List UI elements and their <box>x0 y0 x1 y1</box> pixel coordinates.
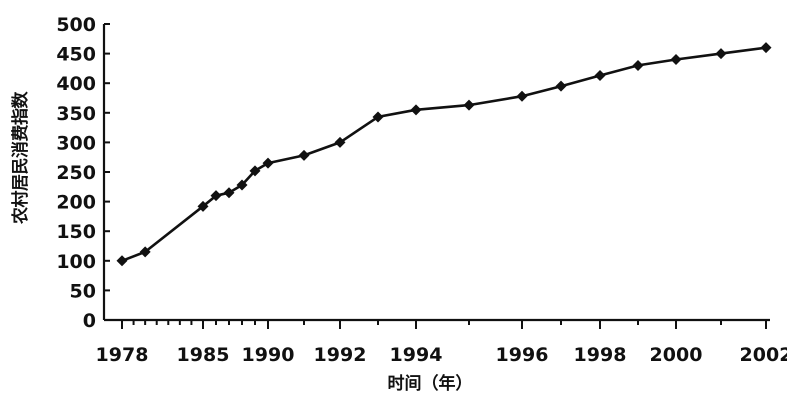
data-point <box>210 190 222 202</box>
data-point <box>116 255 128 267</box>
y-tick-label: 50 <box>70 280 96 302</box>
y-tick-label: 450 <box>56 44 96 66</box>
y-axis-ticks: 0 50 100 150 200 250 300 350 400 450 500 <box>56 14 110 332</box>
y-tick-label: 350 <box>56 103 96 125</box>
x-tick-label: 1994 <box>390 344 443 366</box>
y-tick-label: 150 <box>56 221 96 243</box>
data-point <box>463 99 475 111</box>
data-point <box>410 104 422 116</box>
y-tick-label: 300 <box>56 132 96 154</box>
data-point <box>262 157 274 169</box>
data-point <box>760 42 772 54</box>
data-point <box>298 149 310 161</box>
x-axis-ticks: 1978 1985 1990 1992 1994 1996 1998 2000 2002 <box>96 320 787 366</box>
x-tick-label: 1978 <box>96 344 149 366</box>
y-tick-label: 0 <box>83 310 96 332</box>
data-point-markers <box>116 42 772 267</box>
data-point <box>516 90 528 102</box>
x-tick-label: 1996 <box>496 344 549 366</box>
x-tick-label: 1985 <box>177 344 230 366</box>
x-tick-label: 1990 <box>242 344 295 366</box>
y-tick-label: 200 <box>56 192 96 214</box>
data-point <box>249 165 261 177</box>
data-point <box>139 246 151 258</box>
data-point <box>594 70 606 82</box>
data-point <box>236 179 248 191</box>
y-tick-label: 400 <box>56 73 96 95</box>
y-tick-label: 500 <box>56 14 96 36</box>
data-point <box>715 48 727 60</box>
y-tick-label: 250 <box>56 162 96 184</box>
series-line <box>121 46 767 263</box>
data-point <box>223 187 235 199</box>
x-tick-label: 1992 <box>314 344 367 366</box>
data-point <box>670 54 682 66</box>
x-tick-label: 1998 <box>574 344 627 366</box>
data-point <box>555 80 567 92</box>
data-point <box>334 136 346 148</box>
x-axis-title: 时间（年） <box>388 373 473 394</box>
x-tick-label: 2000 <box>650 344 703 366</box>
data-point <box>372 111 384 123</box>
y-tick-label: 100 <box>56 251 96 273</box>
data-point <box>197 200 209 212</box>
y-axis-title: 农村居民消费指数 <box>10 91 31 225</box>
data-point <box>632 59 644 71</box>
x-tick-label: 2002 <box>740 344 787 366</box>
